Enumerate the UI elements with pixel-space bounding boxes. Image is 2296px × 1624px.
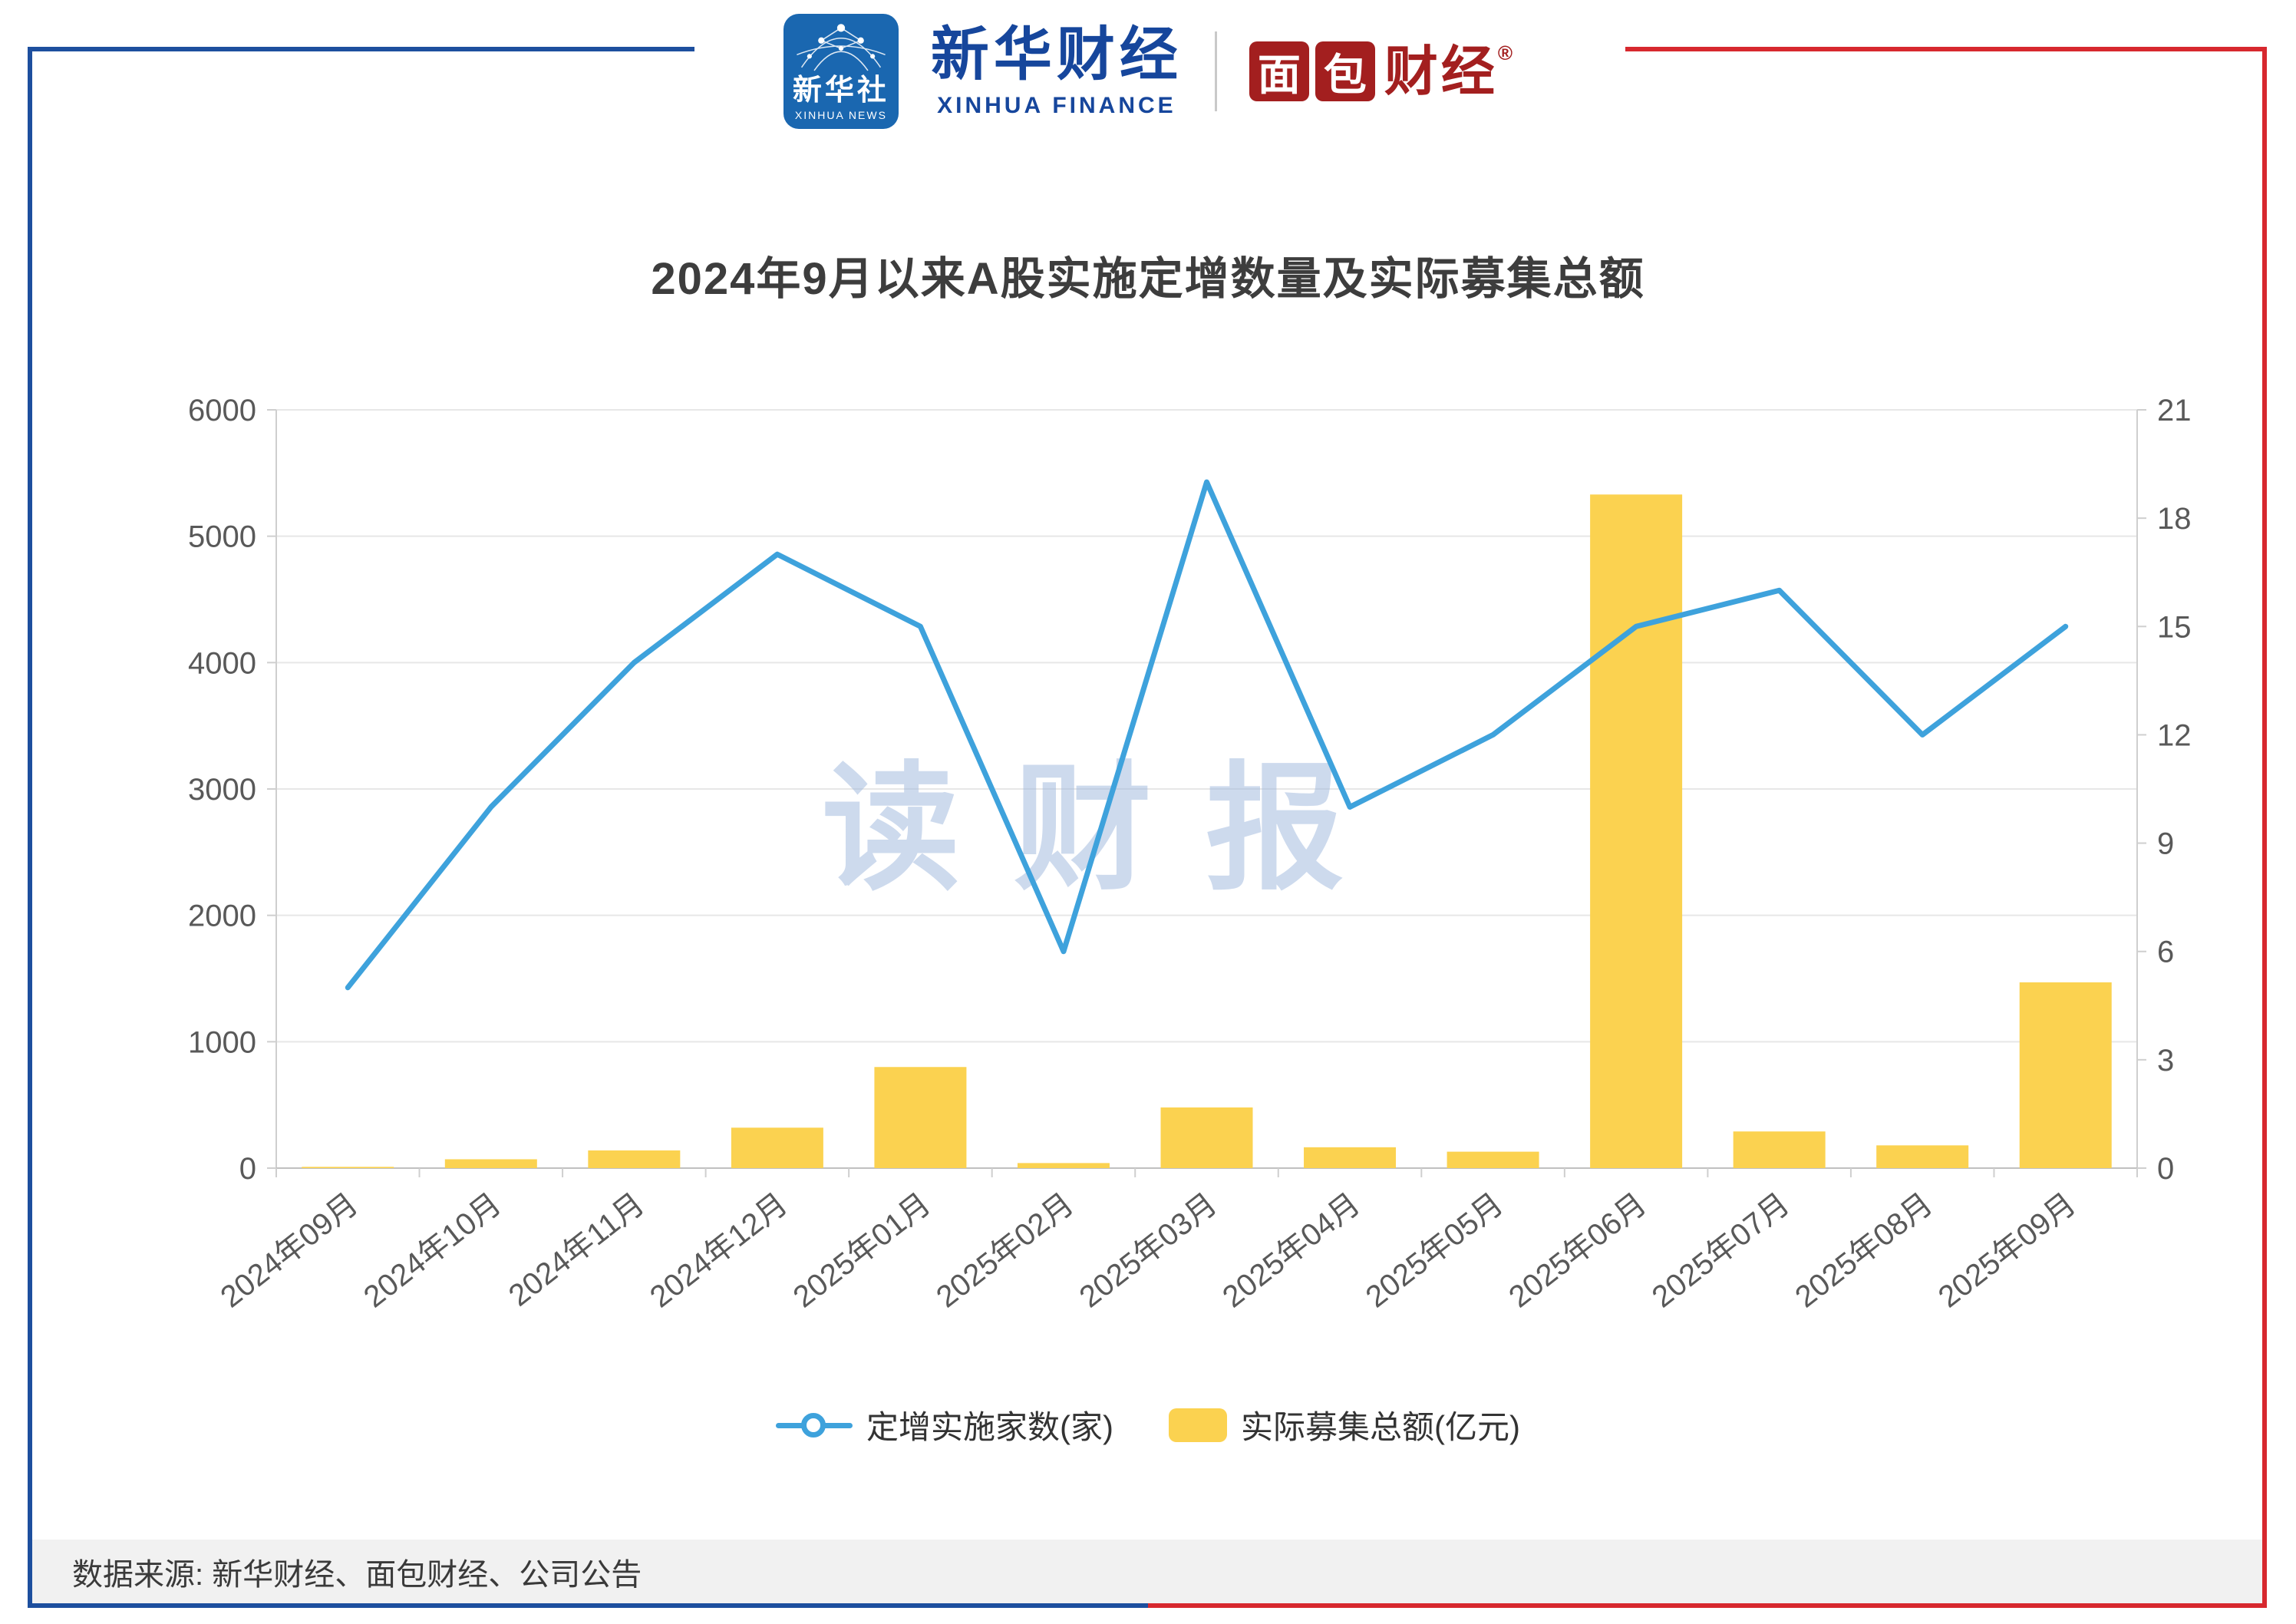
bar [1447,1151,1539,1168]
x-axis-tick-label: 2025年03月 [1074,1187,1223,1314]
frame-bottom-blue-line [28,1603,1148,1608]
data-source-text: 数据来源: 新华财经、面包财经、公司公告 [72,1557,642,1592]
x-axis-tick-label: 2024年12月 [644,1187,793,1314]
right-axis-tick-label: 21 [2157,394,2192,427]
x-axis-tick-label: 2025年09月 [1932,1187,2082,1314]
bar [302,1167,394,1168]
combo-chart: 0 1000 2000 3000 4000 5000 6000 0 3 6 9 12 15 18 21 202… [188,394,2192,1315]
frame-top-blue-line [28,47,694,51]
header: 新华社 XINHUA NEWS 新华财经 XINHUA FINANCE 面 包 … [0,14,2296,129]
chart-title: 2024年9月以来A股实施定增数量及实际募集总额 [651,254,1645,304]
x-axis-tick-label: 2024年10月 [358,1187,507,1314]
right-axis-tick-label: 6 [2157,936,2174,969]
x-axis-tick-label: 2025年02月 [930,1187,1080,1314]
bar [1876,1145,1969,1168]
frame-right-line [2262,47,2267,1608]
x-axis-tick-label: 2025年08月 [1789,1187,1938,1314]
bar [1304,1147,1397,1168]
left-axis-tick-label: 2000 [188,899,256,933]
right-axis-tick-label: 12 [2157,718,2192,752]
logo-separator [1214,31,1217,111]
bar [731,1127,823,1168]
left-axis-tick-label: 0 [239,1152,256,1186]
bar [1733,1131,1826,1168]
xinhua-finance-logo: 新华财经 XINHUA FINANCE [931,24,1183,119]
x-axis-tick-label: 2025年05月 [1360,1187,1509,1314]
mianbao-char-mian: 面 [1249,41,1309,101]
x-axis-tick-label: 2024年09月 [214,1187,364,1314]
line-series [345,479,2069,991]
frame-top-red-line [1625,47,2267,51]
watermark: 读财报 [822,752,1397,906]
xinhua-news-cn-label: 新华社 [792,74,889,107]
bar [874,1067,967,1168]
legend-item-line-series[interactable]: 定增实施家数(家) [776,1401,1113,1448]
left-axis-tick-label: 5000 [188,520,256,554]
bar-series-marker-icon [1169,1408,1227,1442]
mianbao-finance-logo: 面 包 财经 ® [1249,41,1513,101]
right-axis-tick-label: 15 [2157,610,2192,644]
legend-item-bar-series[interactable]: 实际募集总额(亿元) [1169,1401,1520,1448]
x-axis-tick-label: 2025年04月 [1216,1187,1366,1314]
x-axis-tick-label: 2025年07月 [1646,1187,1796,1314]
xinhua-news-logo: 新华社 XINHUA NEWS [783,14,899,129]
xinhua-news-en-label: XINHUA NEWS [794,109,887,121]
data-source-bar: 数据来源: 新华财经、面包财经、公司公告 [32,1540,2262,1603]
line-series-marker-icon [776,1408,853,1442]
x-axis-tick-label: 2024年11月 [503,1187,651,1312]
bar [2019,982,2112,1168]
bar [444,1159,537,1168]
left-axis-tick-label: 1000 [188,1025,256,1059]
right-axis-tick-label: 9 [2157,827,2174,861]
left-axis-tick-label: 3000 [188,773,256,807]
bar [1590,494,1683,1168]
network-globe-icon [797,24,886,71]
xinhua-finance-cn-label: 新华财经 [930,23,1183,87]
legend-label-bar-series: 实际募集总额(亿元) [1241,1409,1520,1445]
xinhua-finance-en-label: XINHUA FINANCE [937,93,1176,118]
right-axis-tick-label: 0 [2157,1152,2174,1186]
registered-mark: ® [1497,41,1513,64]
x-axis-tick-label: 2025年01月 [787,1187,937,1314]
bar [588,1150,681,1168]
x-axis-tick-label: 2025年06月 [1503,1187,1652,1314]
bar [1160,1107,1253,1168]
left-axis-tick-label: 6000 [188,394,256,427]
frame-left-line [28,47,32,1608]
mianbao-char-bao: 包 [1315,41,1375,101]
legend: 定增实施家数(家) 实际募集总额(亿元) [0,1401,2296,1448]
right-axis-tick-label: 3 [2157,1044,2174,1078]
left-axis-tick-label: 4000 [188,646,256,680]
frame-bottom-red-line [1148,1603,2267,1608]
right-axis-tick-label: 18 [2157,502,2192,536]
legend-label-line-series: 定增实施家数(家) [866,1409,1113,1445]
mianbao-caijing-label: 财经 [1384,41,1498,101]
bar [1017,1163,1110,1168]
